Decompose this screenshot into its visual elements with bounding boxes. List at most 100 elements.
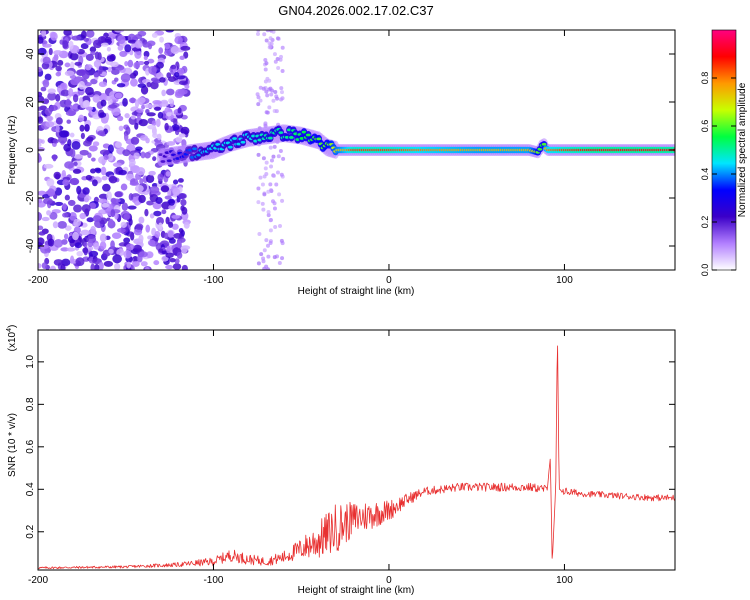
spectrogram-cell bbox=[38, 263, 42, 269]
spectrogram-cell bbox=[116, 227, 126, 233]
spectrogram-cell bbox=[79, 149, 89, 156]
spectrogram-cell bbox=[130, 78, 138, 87]
spectrogram-cell bbox=[271, 98, 276, 103]
spectrogram-cell bbox=[258, 85, 263, 90]
spectrogram-cell bbox=[280, 256, 285, 261]
spectrogram-cell bbox=[145, 224, 151, 233]
spectrogram-cell bbox=[264, 38, 269, 43]
spectrogram-cell bbox=[278, 149, 283, 154]
spectrogram-cell bbox=[271, 173, 276, 178]
spectrogram-cell bbox=[178, 193, 187, 200]
spectrogram-cell bbox=[114, 30, 125, 33]
spectrogram-cell bbox=[116, 83, 126, 88]
spectrogram-cell bbox=[160, 160, 166, 163]
spectrogram-cell bbox=[55, 124, 60, 133]
spectrogram-cell bbox=[153, 106, 162, 111]
spectrogram-cell bbox=[103, 260, 114, 267]
spectrogram-cell bbox=[196, 153, 202, 157]
spectrogram-cell bbox=[165, 88, 175, 96]
spectrogram-cell bbox=[155, 118, 161, 128]
spectrogram-cell bbox=[172, 188, 181, 197]
spectrogram-cell bbox=[93, 71, 100, 78]
spectrogram-cell bbox=[69, 255, 75, 264]
spectrogram-cell bbox=[139, 178, 144, 185]
spectrogram-cell bbox=[165, 171, 171, 177]
spectrogram-cell bbox=[275, 36, 280, 41]
spectrogram-cell bbox=[174, 258, 180, 265]
spectrogram-cell bbox=[47, 238, 55, 247]
spectrogram-x-tick-label: -200 bbox=[28, 275, 48, 286]
spectrogram-cell bbox=[116, 115, 124, 122]
spectrogram-cell bbox=[264, 61, 269, 66]
spectrogram-cell bbox=[62, 40, 69, 49]
spectrogram-cell bbox=[38, 106, 44, 111]
spectrogram-cell bbox=[52, 138, 59, 144]
spectrogram-cell bbox=[61, 169, 66, 177]
spectrogram-heatmap bbox=[38, 30, 675, 270]
spectrogram-cell bbox=[63, 143, 72, 152]
spectrogram-cell bbox=[76, 185, 82, 195]
spectrogram-cell bbox=[138, 194, 146, 204]
spectrogram-cell bbox=[179, 55, 185, 61]
spectrogram-cell bbox=[266, 213, 271, 218]
spectrogram-cell bbox=[57, 59, 64, 66]
spectrogram-cell bbox=[267, 105, 272, 110]
spectrogram-cell bbox=[128, 193, 134, 201]
spectrogram-cell bbox=[64, 70, 75, 77]
spectrogram-cell bbox=[270, 199, 275, 204]
spectrogram-cell bbox=[171, 223, 179, 230]
snr-plot-area bbox=[38, 345, 675, 570]
spectrogram-cell bbox=[154, 230, 161, 238]
spectrogram-cell bbox=[147, 43, 153, 50]
spectrogram-cell bbox=[268, 145, 273, 150]
spectrogram-cell bbox=[41, 30, 47, 37]
spectrogram-cell bbox=[73, 161, 78, 166]
spectrogram-cell bbox=[107, 144, 114, 154]
spectrogram-cell bbox=[68, 87, 74, 97]
spectrogram-cell bbox=[276, 154, 281, 159]
spectrogram-cell bbox=[80, 30, 87, 39]
spectrogram-cell bbox=[108, 175, 118, 184]
spectrogram-cell bbox=[264, 238, 269, 243]
spectrogram-cell bbox=[114, 263, 121, 270]
spectrogram-cell bbox=[168, 238, 176, 244]
spectrogram-cell bbox=[55, 65, 62, 72]
spectrogram-cell bbox=[47, 92, 57, 101]
spectrogram-cell bbox=[92, 215, 102, 223]
spectrogram-cell bbox=[80, 43, 89, 50]
spectrogram-cell bbox=[177, 89, 188, 95]
spectrogram-cell bbox=[110, 61, 119, 68]
spectrogram-cell bbox=[55, 71, 62, 77]
spectrogram-cell bbox=[78, 80, 85, 90]
spectrogram-cell bbox=[280, 45, 285, 50]
spectrogram-cell bbox=[152, 100, 162, 105]
colorbar-scale bbox=[711, 29, 737, 271]
spectrogram-cell bbox=[38, 212, 43, 221]
spectrogram-cell bbox=[133, 228, 143, 236]
spectrogram-cell bbox=[85, 86, 94, 96]
spectrogram-cell bbox=[89, 46, 97, 53]
spectrogram-cell bbox=[44, 73, 52, 81]
spectrogram-cell bbox=[153, 210, 162, 217]
spectrogram-cell bbox=[72, 104, 78, 110]
spectrogram-cell bbox=[49, 265, 56, 270]
spectrogram-y-tick-label: -40 bbox=[25, 238, 36, 253]
spectrogram-cell bbox=[97, 130, 106, 136]
spectrogram-cell bbox=[88, 250, 99, 257]
spectrogram-cell bbox=[269, 164, 274, 169]
spectrogram-cell bbox=[114, 191, 123, 198]
spectrogram-cell bbox=[71, 140, 81, 150]
spectrogram-cell bbox=[41, 262, 48, 269]
spectrogram-cell bbox=[54, 201, 64, 207]
spectrogram-cell bbox=[72, 168, 82, 174]
spectrogram-cell bbox=[316, 137, 322, 141]
spectrogram-cell bbox=[73, 154, 84, 159]
spectrogram-cell bbox=[164, 43, 171, 50]
spectrogram-cell bbox=[46, 115, 54, 122]
spectrogram-cell bbox=[44, 107, 53, 116]
spectrogram-cell bbox=[53, 171, 61, 180]
colorbar-label: Normalized spectral amplitude bbox=[737, 82, 748, 217]
spectrogram-cell bbox=[94, 51, 100, 60]
spectrogram-cell bbox=[99, 93, 108, 102]
